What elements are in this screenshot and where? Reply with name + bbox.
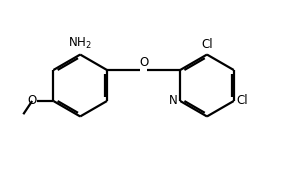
- Text: O: O: [27, 95, 37, 108]
- Text: Cl: Cl: [201, 38, 213, 51]
- Text: Cl: Cl: [237, 95, 248, 108]
- Text: N: N: [169, 95, 178, 108]
- Text: NH$_2$: NH$_2$: [68, 36, 92, 51]
- Text: O: O: [139, 56, 148, 69]
